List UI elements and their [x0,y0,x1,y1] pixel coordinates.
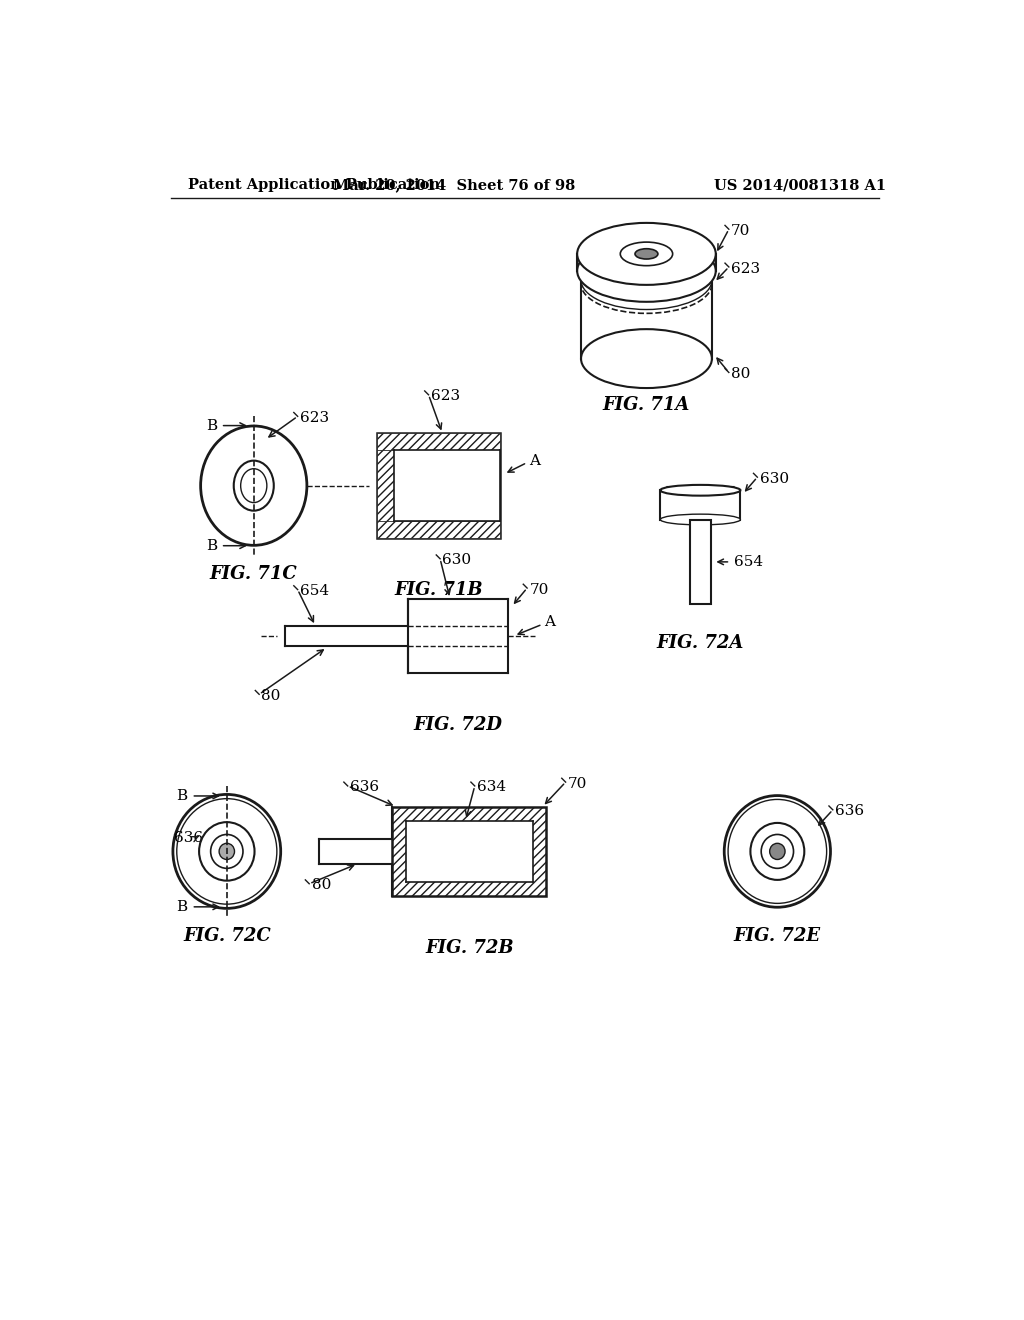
Text: Mar. 20, 2014  Sheet 76 of 98: Mar. 20, 2014 Sheet 76 of 98 [333,178,575,193]
Ellipse shape [578,223,716,285]
Text: FIG. 71C: FIG. 71C [210,565,298,583]
Text: B: B [176,789,187,803]
Text: FIG. 72E: FIG. 72E [734,927,821,945]
Text: FIG. 72B: FIG. 72B [425,940,514,957]
Ellipse shape [241,469,267,503]
Ellipse shape [211,834,243,869]
Text: 70: 70 [731,224,751,238]
Text: 634: 634 [477,780,506,795]
Text: A: A [544,615,555,628]
Ellipse shape [751,822,804,880]
Ellipse shape [177,799,276,904]
Bar [689,520,711,605]
Text: 630: 630 [760,471,788,486]
Bar [394,450,500,521]
Ellipse shape [761,834,794,869]
Text: US 2014/0081318 A1: US 2014/0081318 A1 [715,178,887,193]
Text: B: B [176,900,187,913]
Bar [377,450,394,521]
Ellipse shape [660,515,740,525]
Text: 636: 636 [350,780,379,795]
Text: 70: 70 [568,776,588,791]
Text: FIG. 71B: FIG. 71B [394,581,483,599]
Text: 80: 80 [311,878,331,892]
Text: 630: 630 [442,553,471,568]
Bar [392,807,547,896]
Text: B: B [206,539,217,553]
Bar [377,433,500,450]
Text: FIG. 72A: FIG. 72A [656,634,744,652]
Bar [377,521,500,539]
Bar [377,433,500,539]
Bar [407,821,532,882]
Text: FIG. 71A: FIG. 71A [603,396,690,413]
Bar [660,490,740,520]
Text: FIG. 72D: FIG. 72D [414,717,503,734]
Text: 654: 654 [734,554,763,569]
Ellipse shape [578,240,716,302]
Ellipse shape [770,843,785,859]
Ellipse shape [581,329,712,388]
Text: 80: 80 [731,367,751,381]
Text: B: B [206,418,217,433]
Text: 623: 623 [431,389,460,404]
Ellipse shape [724,796,830,907]
Ellipse shape [660,484,740,495]
Text: 80: 80 [261,689,281,702]
Ellipse shape [233,461,273,511]
Text: 636: 636 [174,830,204,845]
Text: 623: 623 [300,411,329,425]
Text: 623: 623 [731,261,760,276]
Text: A: A [529,454,541,469]
Ellipse shape [219,843,234,859]
Text: 636: 636 [836,804,864,818]
Ellipse shape [201,426,307,545]
Ellipse shape [728,800,826,903]
Text: 70: 70 [529,582,549,597]
Text: Patent Application Publication: Patent Application Publication [188,178,440,193]
Text: 654: 654 [300,585,329,598]
Ellipse shape [173,795,281,908]
Ellipse shape [635,248,657,259]
Ellipse shape [199,822,255,880]
Text: FIG. 72C: FIG. 72C [183,927,270,945]
